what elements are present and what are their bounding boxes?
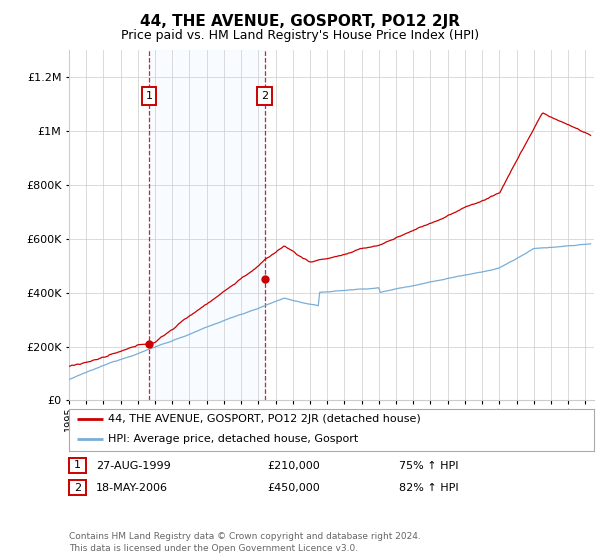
Text: 27-AUG-1999: 27-AUG-1999 [96, 461, 171, 471]
Text: 44, THE AVENUE, GOSPORT, PO12 2JR (detached house): 44, THE AVENUE, GOSPORT, PO12 2JR (detac… [109, 414, 421, 424]
Text: Price paid vs. HM Land Registry's House Price Index (HPI): Price paid vs. HM Land Registry's House … [121, 29, 479, 42]
Text: 2: 2 [262, 91, 268, 101]
Text: 44, THE AVENUE, GOSPORT, PO12 2JR: 44, THE AVENUE, GOSPORT, PO12 2JR [140, 14, 460, 29]
Text: HPI: Average price, detached house, Gosport: HPI: Average price, detached house, Gosp… [109, 434, 359, 444]
Bar [149, 50, 265, 400]
Text: 82% ↑ HPI: 82% ↑ HPI [399, 483, 458, 493]
Text: £450,000: £450,000 [267, 483, 320, 493]
Text: 2: 2 [74, 483, 81, 493]
Text: 1: 1 [146, 91, 152, 101]
Text: 18-MAY-2006: 18-MAY-2006 [96, 483, 168, 493]
Text: £210,000: £210,000 [267, 461, 320, 471]
Text: 1: 1 [74, 460, 81, 470]
Text: 75% ↑ HPI: 75% ↑ HPI [399, 461, 458, 471]
Text: Contains HM Land Registry data © Crown copyright and database right 2024.
This d: Contains HM Land Registry data © Crown c… [69, 532, 421, 553]
